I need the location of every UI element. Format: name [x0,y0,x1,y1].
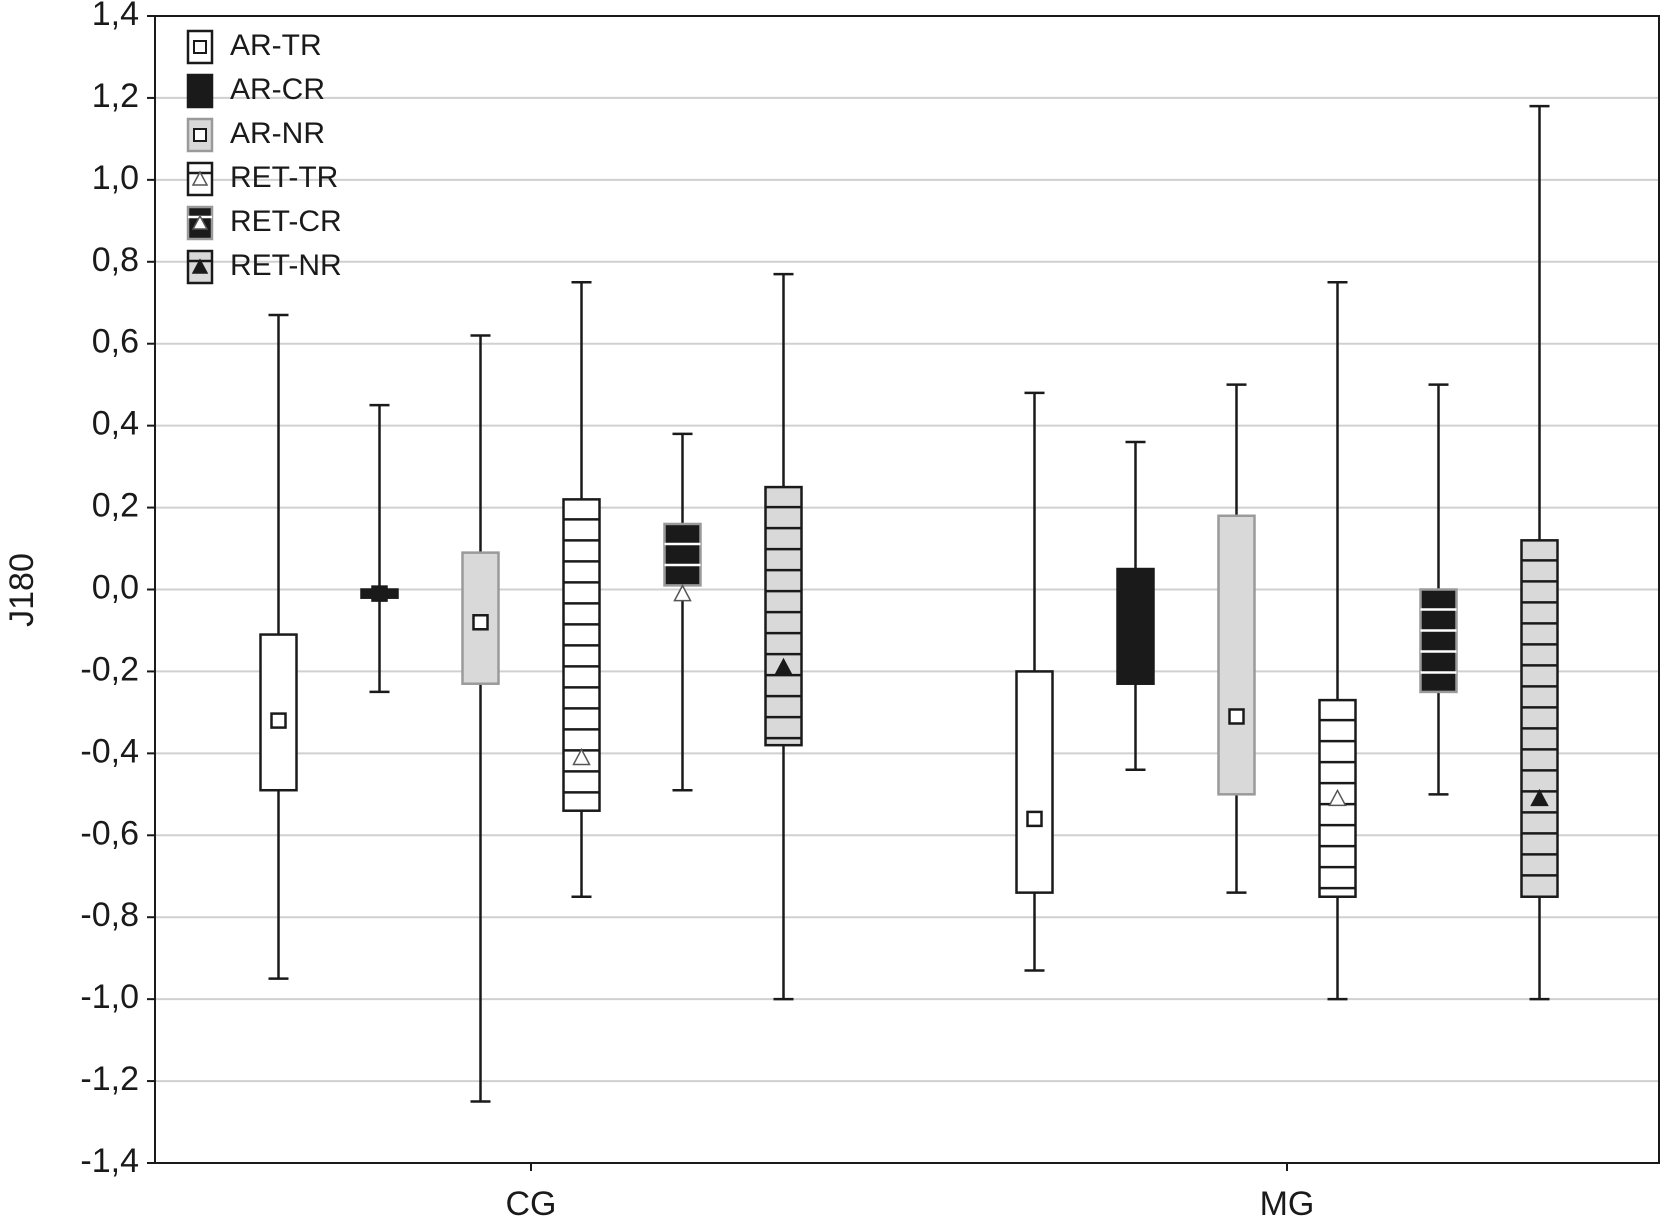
x-tick-label: CG [506,1185,557,1222]
y-tick-label: 1,4 [92,0,139,33]
y-tick-label: 0,0 [92,568,139,606]
y-tick-label: 0,2 [92,487,139,525]
median-marker [371,585,388,602]
y-tick-label: -0,8 [80,896,139,934]
box [663,522,702,587]
median-marker [472,614,489,631]
median-marker [1328,788,1347,807]
box [1419,588,1458,694]
y-tick-label: 1,0 [92,159,139,197]
legend-label: AR-NR [230,117,325,150]
legend-label: RET-CR [230,205,342,238]
y-tick-label: 0,8 [92,241,139,279]
box [461,551,500,685]
median-marker [572,747,591,766]
box [764,485,803,747]
median-marker [673,584,692,602]
legend-marker [193,40,207,54]
legend-swatch [186,117,214,153]
median-marker [270,712,287,729]
legend-swatch [186,29,214,65]
y-tick-label: 0,6 [92,323,139,361]
median-marker [1228,708,1245,725]
y-axis-label: J180 [3,553,41,627]
median-marker [1026,810,1043,828]
median-marker [774,657,793,676]
y-tick-label: -0,6 [80,814,139,852]
y-tick-label: -1,0 [80,978,139,1016]
y-tick-label: -1,4 [80,1142,139,1180]
legend-marker [191,214,209,230]
y-tick-label: -1,2 [80,1060,139,1098]
legend-swatch [186,73,214,109]
legend-marker [193,84,207,98]
box [1015,670,1054,894]
legend-label: AR-TR [230,29,322,62]
y-tick-label: 1,2 [92,77,139,115]
legend-label: AR-CR [230,73,325,106]
box [1217,514,1256,796]
legend-marker [191,258,209,274]
box [1520,539,1559,898]
y-tick-label: 0,4 [92,405,139,443]
y-tick-label: -0,2 [80,650,139,688]
legend-marker [193,128,207,142]
x-tick-label: MG [1260,1185,1315,1222]
legend-label: RET-NR [230,249,342,282]
y-tick-label: -0,4 [80,732,139,770]
box [1116,567,1155,685]
legend-marker [191,170,209,186]
legend-label: RET-TR [230,161,338,194]
plot-frame [154,15,1660,1164]
median-marker [1530,788,1549,807]
